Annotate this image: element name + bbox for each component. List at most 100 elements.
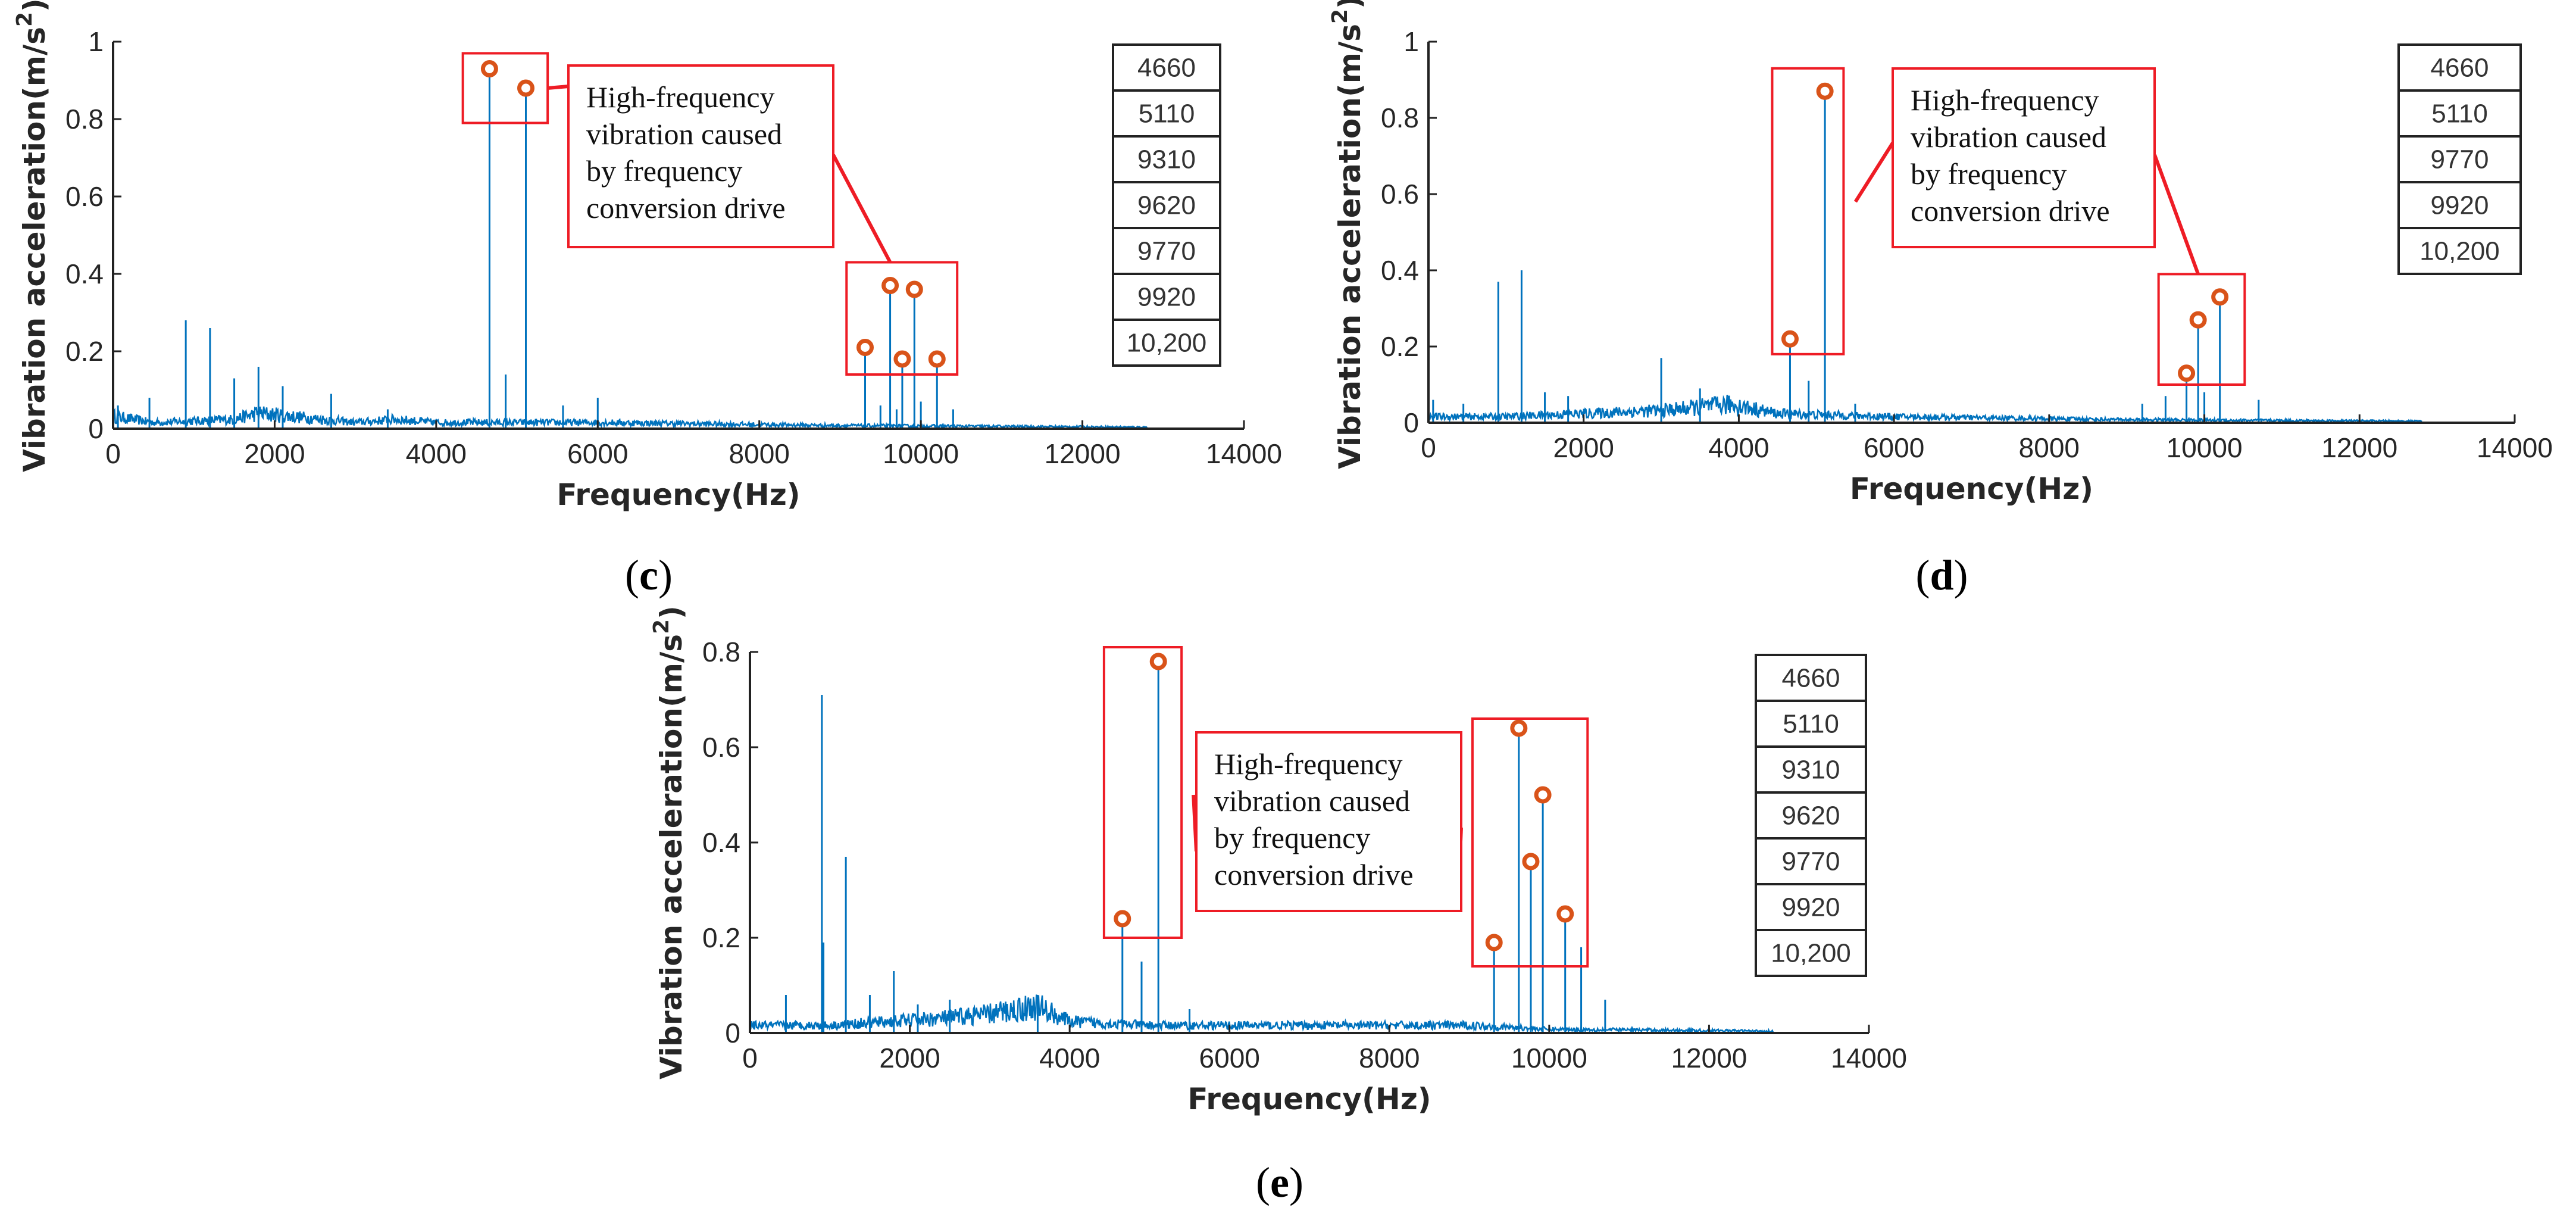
legend-label: 9920 (2431, 191, 2489, 220)
x-tick-label: 10000 (1511, 1043, 1587, 1074)
legend-label: 4660 (1782, 664, 1840, 693)
x-tick-label: 8000 (2019, 432, 2080, 463)
highlight-box (1771, 67, 1845, 355)
y-axis-label: Vibration acceleration(m/s2) (1328, 0, 1367, 469)
y-tick-label: 0 (1403, 407, 1419, 438)
legend-label: 4660 (1137, 54, 1196, 83)
x-tick-label: 6000 (1864, 432, 1924, 463)
y-tick-label: 1 (1403, 26, 1419, 57)
y-tick-label: 0.6 (65, 181, 104, 212)
legend-label: 10,200 (2419, 237, 2500, 266)
legend-label: 5110 (1139, 99, 1195, 129)
legend-label: 9770 (1137, 237, 1196, 266)
x-tick-label: 4000 (1039, 1043, 1100, 1074)
legend-cell (2397, 135, 2522, 183)
highlight-box (2157, 273, 2246, 386)
callout-leader (831, 154, 892, 263)
peak-marker (905, 280, 923, 298)
callout-text: conversion drive (586, 191, 786, 224)
legend-cell (1755, 745, 1867, 794)
panel-label: (e) (1256, 1159, 1303, 1206)
x-tick-label: 0 (1421, 432, 1436, 463)
legend-label: 5110 (2431, 99, 2488, 129)
x-tick-label: 0 (105, 438, 121, 469)
peak-marker (517, 79, 534, 97)
y-tick-label: 0 (725, 1018, 740, 1049)
y-tick-label: 0.6 (702, 732, 740, 763)
callout-text: vibration caused (1911, 120, 2106, 154)
x-axis-label: Frequency(Hz) (1850, 472, 2093, 506)
legend-label: 9770 (2431, 145, 2489, 174)
spectrum-line (1427, 395, 2422, 425)
peak-marker (856, 339, 874, 356)
legend-cell (1755, 837, 1867, 885)
y-tick-label: 0 (88, 413, 104, 444)
x-tick-label: 4000 (1708, 432, 1769, 463)
legend-label: 9620 (1782, 801, 1840, 831)
x-tick-label: 2000 (244, 438, 305, 469)
callout-text: vibration caused (586, 117, 782, 151)
peak-marker (893, 350, 911, 368)
x-tick-label: 0 (742, 1043, 758, 1074)
y-axis-label: Vibration acceleration(m/s2) (12, 0, 52, 472)
legend-cell (1112, 43, 1221, 92)
peak-marker (1534, 786, 1552, 804)
legend-label: 9920 (1782, 893, 1840, 922)
callout-text: High-frequency (586, 80, 775, 114)
y-tick-label: 0.8 (65, 104, 104, 135)
y-tick-label: 0.6 (1381, 179, 1419, 210)
highlight-box (461, 52, 549, 124)
x-axis-label: Frequency(Hz) (1187, 1082, 1431, 1116)
peak-marker (1114, 910, 1131, 928)
callout-text: conversion drive (1911, 194, 2110, 227)
y-tick-label: 0.4 (1381, 255, 1419, 286)
x-tick-label: 12000 (2321, 432, 2397, 463)
legend-label: 9310 (1137, 145, 1196, 174)
y-tick-label: 0.2 (1381, 331, 1419, 362)
peak-marker (1149, 653, 1167, 670)
callout-text: by frequency (1911, 157, 2067, 191)
legend-cell (1112, 273, 1221, 321)
callout-box (567, 64, 834, 248)
legend-label: 9620 (1137, 191, 1196, 220)
y-tick-label: 0.8 (702, 636, 740, 667)
peak-marker (1816, 82, 1834, 100)
x-tick-label: 14000 (2477, 432, 2553, 463)
legend-label: 9920 (1137, 283, 1196, 312)
legend-label: 9310 (1782, 756, 1840, 785)
legend-cell (1112, 319, 1221, 367)
peak-marker (2211, 288, 2229, 306)
x-tick-label: 10000 (883, 438, 959, 469)
peak-marker (881, 277, 899, 294)
x-tick-label: 8000 (1359, 1043, 1420, 1074)
peak-marker (1522, 853, 1540, 870)
x-tick-label: 6000 (1199, 1043, 1260, 1074)
callout-text: by frequency (586, 154, 742, 188)
legend-label: 10,200 (1127, 329, 1207, 358)
peak-marker (1485, 934, 1503, 951)
highlight-box (845, 261, 959, 376)
legend-cell (1755, 654, 1867, 702)
spectrum-line (749, 994, 1774, 1035)
x-tick-label: 12000 (1045, 438, 1121, 469)
callout-leader (2153, 154, 2200, 275)
legend-cell (1755, 700, 1867, 748)
y-tick-label: 0.2 (65, 336, 104, 367)
legend-cell (1755, 929, 1867, 977)
y-tick-label: 0.2 (702, 922, 740, 953)
peak-marker (2189, 311, 2207, 329)
legend-cell (2397, 227, 2522, 275)
legend-cell (1112, 181, 1221, 229)
x-axis-label: Frequency(Hz) (557, 478, 800, 512)
y-tick-label: 0.4 (702, 827, 740, 858)
callout-text: vibration caused (1214, 784, 1410, 817)
peak-marker (2178, 364, 2196, 382)
callout-leader (547, 85, 569, 90)
x-tick-label: 2000 (1553, 432, 1614, 463)
x-tick-label: 14000 (1831, 1043, 1907, 1074)
panel-label: (d) (1915, 551, 1968, 599)
highlight-box (1102, 646, 1183, 939)
